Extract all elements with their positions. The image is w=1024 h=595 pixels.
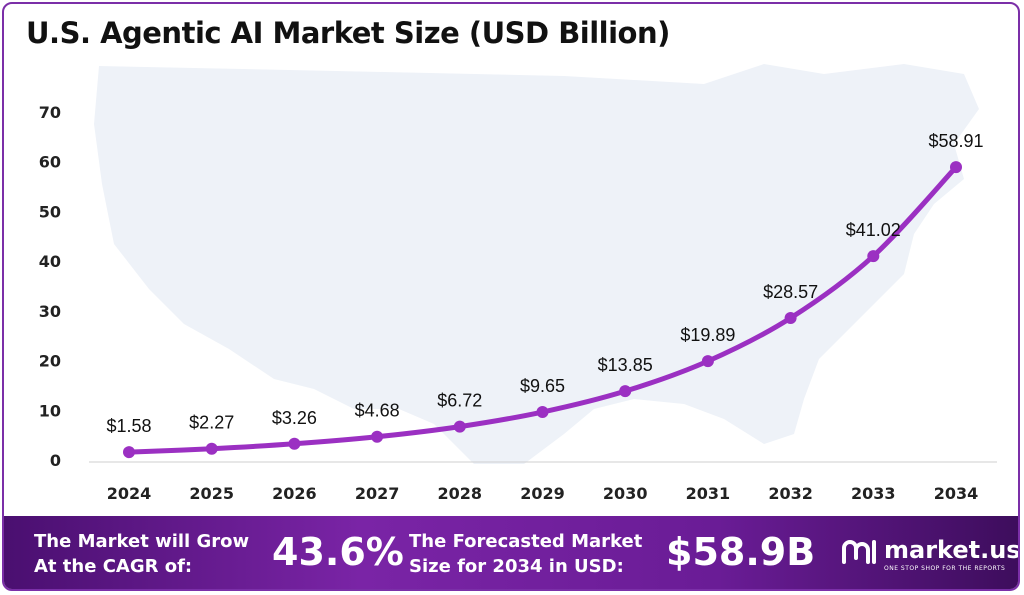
forecast-value: $58.9B: [666, 530, 816, 574]
x-tick-label: 2029: [520, 484, 565, 503]
x-tick-label: 2026: [272, 484, 317, 503]
data-label: $1.58: [106, 416, 151, 436]
data-point: [950, 161, 962, 174]
data-point: [371, 430, 384, 443]
data-point: [123, 446, 135, 459]
y-tick-label: 60: [39, 153, 61, 172]
data-point: [536, 406, 549, 419]
data-point: [867, 250, 880, 263]
x-tick-label: 2030: [603, 484, 648, 503]
cagr-value: 43.6%: [272, 530, 404, 574]
x-tick-label: 2027: [355, 484, 400, 503]
y-tick-label: 70: [39, 103, 61, 122]
data-label: $9.65: [520, 376, 565, 396]
data-label: $3.26: [272, 408, 317, 428]
y-tick-label: 10: [39, 401, 61, 420]
data-point: [453, 420, 466, 433]
brand-logo: market.us ONE STOP SHOP FOR THE REPORTS: [840, 534, 1020, 579]
data-label: $2.27: [189, 413, 234, 433]
data-label: $19.89: [680, 325, 735, 345]
y-tick-label: 40: [39, 252, 61, 271]
x-tick-label: 2032: [768, 484, 813, 503]
x-tick-label: 2025: [189, 484, 234, 503]
x-tick-label: 2034: [934, 484, 979, 503]
logo-tagline: ONE STOP SHOP FOR THE REPORTS: [884, 565, 1006, 572]
data-label: $58.91: [928, 131, 983, 151]
data-label: $4.68: [355, 401, 400, 421]
data-point: [701, 355, 714, 368]
us-map-background: [94, 64, 979, 464]
data-label: $13.85: [598, 355, 653, 375]
forecast-label: The Forecasted Market Size for 2034 in U…: [409, 531, 643, 577]
y-tick-label: 30: [39, 302, 61, 321]
x-tick-label: 2033: [851, 484, 896, 503]
logo-name: market.us: [884, 536, 1020, 564]
data-point: [619, 385, 632, 398]
y-tick-label: 50: [39, 202, 61, 221]
data-point: [205, 442, 218, 455]
x-tick-label: 2031: [686, 484, 731, 503]
y-tick-label: 0: [50, 451, 61, 470]
x-tick-label: 2024: [107, 484, 152, 503]
y-tick-label: 20: [39, 352, 61, 371]
market-us-logo-icon: [842, 540, 876, 564]
data-label: $41.02: [846, 220, 901, 240]
data-point: [288, 437, 301, 450]
cagr-label: The Market will Grow At the CAGR of:: [34, 531, 250, 577]
chart-title: U.S. Agentic AI Market Size (USD Billion…: [26, 16, 670, 50]
data-label: $28.57: [763, 282, 818, 302]
footer-banner: The Market will Grow At the CAGR of: 43.…: [4, 516, 1020, 589]
x-tick-label: 2028: [438, 484, 483, 503]
data-point: [784, 311, 797, 324]
data-label: $6.72: [437, 391, 482, 411]
